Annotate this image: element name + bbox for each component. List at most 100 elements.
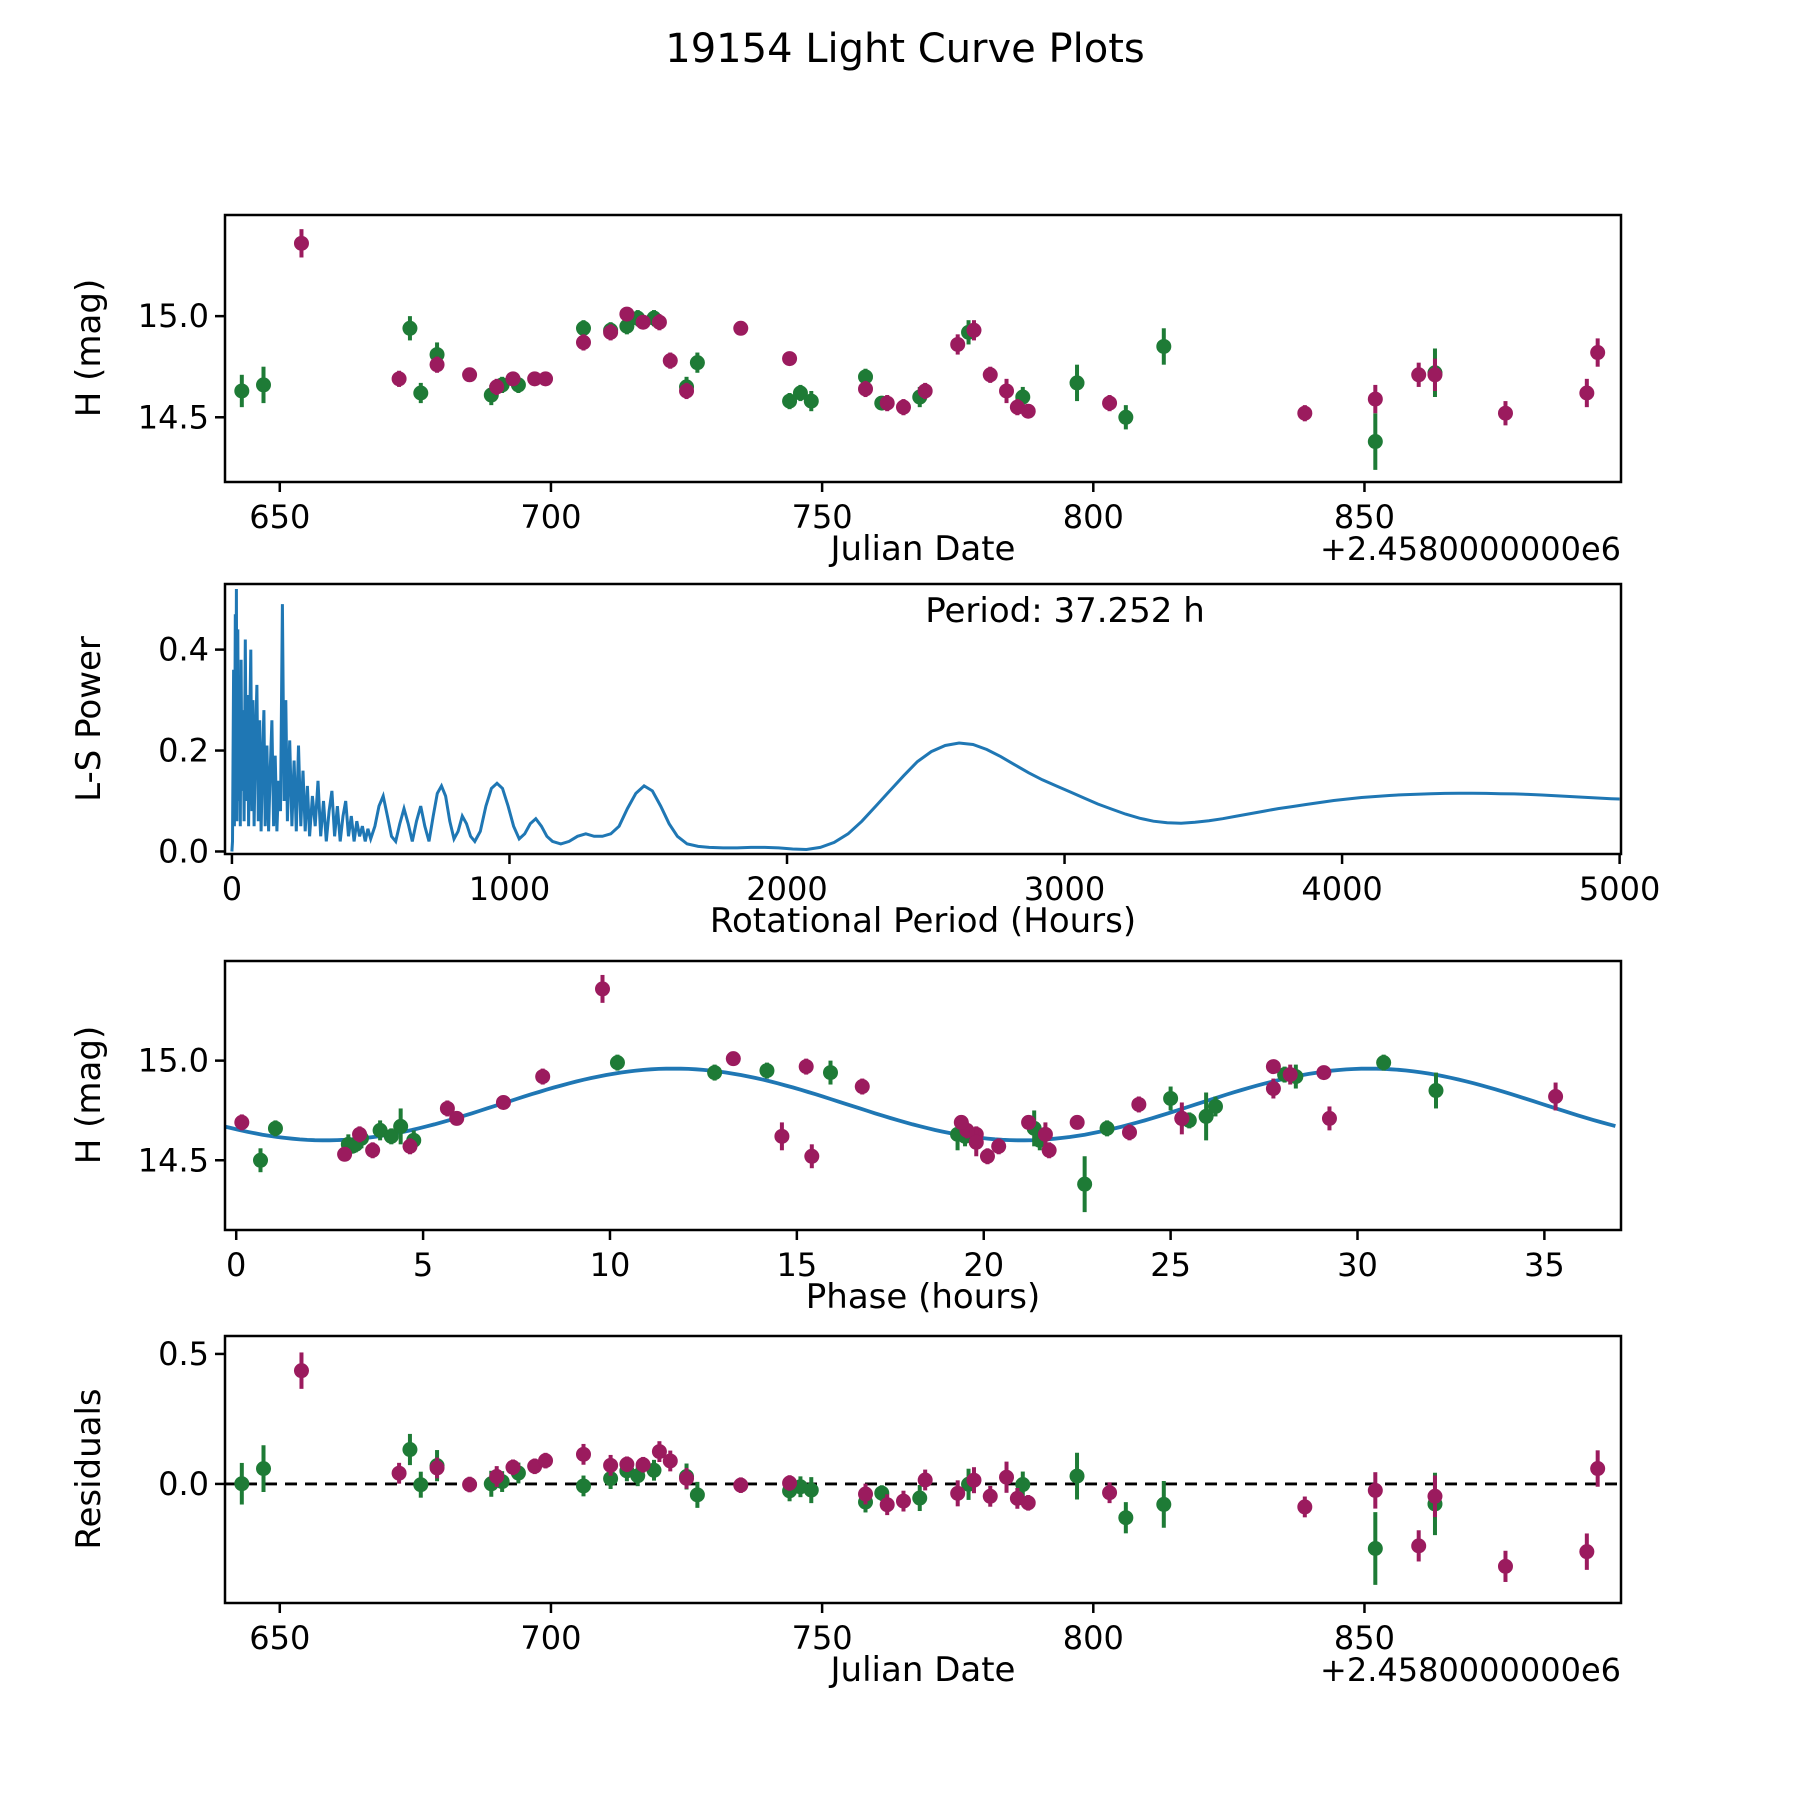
lightcurve-xtick-label: 850: [1334, 498, 1395, 536]
data-point-purple: [999, 1469, 1015, 1485]
data-point-green: [267, 1120, 283, 1136]
data-point-purple: [527, 371, 543, 387]
data-point-green: [1069, 375, 1085, 391]
data-point-purple: [917, 1472, 933, 1488]
data-point-purple: [495, 1094, 511, 1110]
lightcurve-xtick-label: 750: [792, 498, 853, 536]
periodogram-content: [230, 588, 1620, 852]
data-point-purple: [462, 1477, 478, 1493]
data-point-green: [402, 1442, 418, 1458]
residuals-xlabel: Julian Date: [829, 1650, 1016, 1690]
data-point-purple: [1411, 367, 1427, 383]
data-point-purple: [782, 351, 798, 367]
residuals-xtick-label: 650: [249, 1619, 310, 1657]
data-point-green: [256, 377, 272, 393]
data-point-purple: [968, 1134, 984, 1150]
data-point-purple: [1579, 385, 1595, 401]
phase-xtick-label: 35: [1524, 1246, 1565, 1284]
data-point-purple: [1102, 1485, 1118, 1501]
data-point-green: [1118, 409, 1134, 425]
data-point-green: [1099, 1120, 1115, 1136]
data-point-green: [1367, 1541, 1383, 1556]
residuals-axis-offset-label: +2.4580000000e6: [1320, 1651, 1621, 1689]
data-point-purple: [858, 1486, 874, 1502]
lightcurve-xtick-label: 700: [520, 498, 581, 536]
data-point-purple: [733, 320, 749, 336]
phase-ylabel: H (mag): [69, 1026, 109, 1164]
data-point-purple: [1497, 1558, 1513, 1574]
data-point-green: [803, 393, 819, 409]
data-point-purple: [1297, 405, 1313, 421]
panel-phase: 0 5 10 15 20 25 30 35 14.5 15.0: [138, 959, 1623, 1284]
residuals-xtick-label: 850: [1334, 1619, 1395, 1657]
data-point-purple: [651, 314, 667, 330]
data-point-green: [619, 318, 635, 334]
data-point-green: [383, 1128, 399, 1144]
phase-axes-frame: [223, 959, 1623, 1232]
data-point-purple: [1265, 1081, 1281, 1097]
data-point-purple: [603, 324, 619, 340]
periodogram-xtick-label: 5000: [1579, 870, 1660, 908]
data-point-purple: [429, 357, 445, 373]
periodogram-xtick-label: 2000: [746, 870, 827, 908]
data-point-green: [402, 320, 418, 336]
data-point-purple: [1590, 1461, 1606, 1477]
data-point-purple: [733, 1477, 749, 1493]
data-point-purple: [1102, 395, 1118, 411]
data-point-purple: [449, 1110, 465, 1126]
data-point-green: [1207, 1098, 1223, 1114]
data-point-purple: [1497, 405, 1513, 421]
data-point-purple: [429, 1460, 445, 1476]
data-point-purple: [635, 1457, 651, 1473]
phase-xtick-label: 20: [963, 1246, 1004, 1284]
data-point-green: [603, 1471, 619, 1487]
data-point-green: [609, 1055, 625, 1071]
data-point-purple: [966, 1472, 982, 1488]
data-point-purple: [1316, 1065, 1332, 1081]
data-point-purple: [234, 1114, 250, 1130]
periodogram-xtick-label: 4000: [1301, 870, 1382, 908]
data-point-green: [1376, 1055, 1392, 1071]
data-point-purple: [1579, 1544, 1595, 1560]
data-point-purple: [725, 1051, 741, 1067]
lightcurve-content: [234, 229, 1606, 470]
data-point-purple: [365, 1142, 381, 1158]
phase-xtick-label: 15: [776, 1246, 817, 1284]
data-point-green: [575, 320, 591, 336]
data-point-purple: [1021, 1114, 1037, 1130]
data-point-purple: [999, 383, 1015, 399]
residuals-xtick-label: 700: [520, 1619, 581, 1657]
data-point-purple: [950, 336, 966, 352]
data-point-purple: [895, 1493, 911, 1509]
data-point-purple: [679, 1470, 695, 1486]
residuals-ylabel: Residuals: [69, 1388, 109, 1549]
plot-layers: 650 700 750 800 850 14.5 15.0 0 1000 2000 3000 4000…: [138, 213, 1660, 1657]
residuals-xtick-label: 750: [792, 1619, 853, 1657]
data-point-purple: [1367, 391, 1383, 407]
sinusoid-fit-curve: [224, 1066, 1616, 1143]
data-point-purple: [1265, 1059, 1281, 1075]
periodogram-xtick-label: 0: [222, 870, 242, 908]
residuals-xtick-label: 800: [1063, 1619, 1124, 1657]
data-point-purple: [462, 367, 478, 383]
data-point-purple: [966, 322, 982, 338]
phase-xtick-label: 5: [413, 1246, 433, 1284]
data-point-purple: [391, 371, 407, 387]
periodogram-ytick-label: 0.0: [158, 832, 209, 870]
phase-content: [224, 974, 1616, 1213]
panel-residuals: 650 700 750 800 850 0.0 0.5: [158, 1334, 1623, 1657]
lightcurve-ylabel: H (mag): [69, 279, 109, 417]
data-point-green: [689, 355, 705, 371]
data-point-green: [1198, 1108, 1214, 1124]
data-point-purple: [1174, 1110, 1190, 1126]
data-point-green: [689, 1487, 705, 1503]
data-point-green: [1163, 1090, 1179, 1106]
data-point-green: [413, 1477, 429, 1493]
periodogram-ylabel: L-S Power: [69, 636, 109, 802]
data-point-purple: [619, 306, 635, 322]
residuals-ytick-label: 0.5: [158, 1335, 209, 1373]
data-point-purple: [953, 1114, 969, 1130]
lightcurve-ytick-label: 14.5: [138, 398, 209, 436]
data-point-purple: [505, 371, 521, 387]
